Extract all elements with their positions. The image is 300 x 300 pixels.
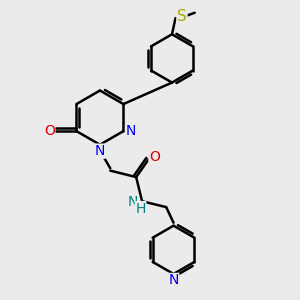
Text: S: S — [177, 9, 187, 24]
Text: O: O — [149, 150, 160, 164]
Text: N: N — [126, 124, 136, 138]
Text: N: N — [128, 195, 138, 209]
Text: N: N — [168, 273, 179, 287]
Text: O: O — [44, 124, 55, 138]
Text: H: H — [135, 202, 146, 216]
Text: N: N — [95, 144, 105, 158]
